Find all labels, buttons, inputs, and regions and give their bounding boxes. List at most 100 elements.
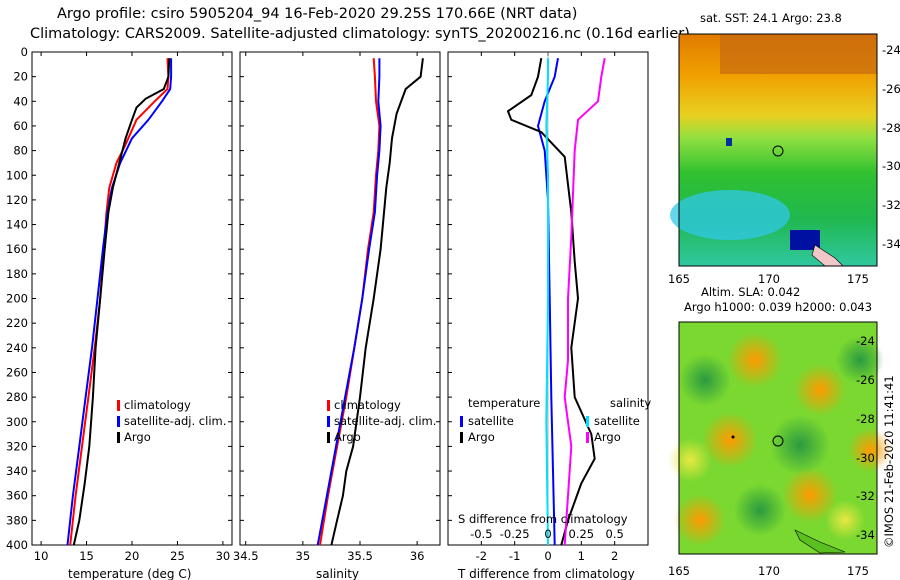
depth-tick-label: 400	[6, 538, 28, 552]
x-tick-label: 34.5	[233, 549, 259, 563]
sst-lon-170: 170	[758, 272, 780, 286]
sst-cool-patch	[670, 190, 790, 240]
x-tick-label: 0	[544, 549, 551, 563]
sst-small-spot	[726, 138, 732, 146]
x-tick-label: -1	[509, 549, 520, 563]
sla-small-dot	[731, 435, 735, 439]
sst-cold-spot	[790, 230, 820, 250]
sst-lat--32: -32	[882, 198, 900, 212]
series-line-climatology	[69, 58, 170, 546]
depth-tick-label: 140	[6, 218, 28, 232]
sst-lat--34: -34	[882, 237, 900, 251]
sla-lon-170: 170	[758, 564, 780, 578]
depth-tick-label: 40	[13, 94, 28, 108]
sst-lon-175: 175	[847, 272, 869, 286]
depth-tick-label: 380	[6, 513, 28, 527]
sla-lon-165: 165	[668, 564, 690, 578]
legend-label-argo: Argo	[124, 430, 151, 444]
series-line-argo	[72, 58, 171, 546]
s-difference-axis-label: S difference from climatology	[458, 512, 628, 526]
legend-label-satellite: satellite-adj. clim.	[334, 414, 436, 428]
legend-swatch-t-satellite	[460, 416, 463, 427]
sla-low-patch	[679, 354, 731, 406]
depth-tick-label: 180	[6, 267, 28, 281]
x-tick-label: 20	[125, 549, 140, 563]
sla-low-patch	[770, 415, 830, 475]
s-difference-tick-label: -0.5	[470, 527, 492, 541]
salinity-axis-label: salinity	[316, 567, 359, 580]
argo-location-marker	[772, 145, 784, 157]
legend-swatch-climatology	[327, 400, 330, 411]
sst-lat--28: -28	[882, 121, 900, 135]
s-difference-tick-label: 0.25	[569, 527, 595, 541]
depth-tick-label: 0	[21, 45, 28, 59]
legend-swatch-climatology	[117, 400, 120, 411]
figure-title-line2: Climatology: CARS2009. Satellite-adjuste…	[30, 26, 690, 42]
legend-label-argo: Argo	[334, 430, 361, 444]
x-tick-label: -2	[476, 549, 487, 563]
legend-swatch-s-argo	[586, 432, 589, 443]
salinity-panel-frame	[239, 51, 441, 546]
legend-label-satellite: satellite-adj. clim.	[124, 414, 226, 428]
depth-tick-label: 200	[6, 292, 28, 306]
depth-tick-label: 360	[6, 489, 28, 503]
sla-map-title: Altim. SLA: 0.042	[701, 285, 800, 299]
legend-label-s-argo: Argo	[594, 430, 621, 444]
legend-swatch-t-argo	[460, 432, 463, 443]
sla-lat--28: -28	[856, 412, 875, 426]
depth-tick-label: 160	[6, 242, 28, 256]
depth-tick-label: 240	[6, 341, 28, 355]
x-tick-label: 15	[79, 549, 94, 563]
x-tick-label: 30	[216, 549, 231, 563]
legend-title-temperature: temperature	[468, 396, 540, 410]
depth-tick-label: 300	[6, 415, 28, 429]
sla-high-patch	[848, 428, 892, 472]
depth-tick-label: 320	[6, 439, 28, 453]
sla-high-patch	[794, 364, 846, 416]
sst-warm-patch	[720, 34, 877, 74]
legend-label-t-satellite: satellite	[468, 414, 514, 428]
legend-title-salinity: salinity	[610, 396, 651, 410]
sla-lat--34: -34	[856, 528, 875, 542]
s-difference-tick-labels: -0.5 -0.25 0 0.25 0.5	[470, 527, 624, 541]
temperature-axis-label: temperature (deg C)	[68, 567, 191, 580]
depth-tick-label: 220	[6, 316, 28, 330]
legend-label-climatology: climatology	[334, 398, 401, 412]
sla-lat--32: -32	[856, 489, 875, 503]
x-tick-label: 36	[410, 549, 425, 563]
sla-mid-patch	[825, 500, 865, 540]
sla-lat--30: -30	[856, 451, 875, 465]
depth-tick-label: 80	[13, 144, 28, 158]
series-line-t-satellite	[536, 58, 559, 546]
sla-high-patch	[727, 332, 783, 388]
argo-height-readout: Argo h1000: 0.039 h2000: 0.043	[684, 300, 872, 314]
s-difference-tick-label: 0.5	[606, 527, 624, 541]
sla-low-patch	[734, 484, 786, 536]
sla-lat--24: -24	[856, 334, 875, 348]
sst-lat--24: -24	[882, 43, 900, 57]
x-tick-label: 1	[578, 549, 585, 563]
sst-lat--26: -26	[882, 82, 900, 96]
depth-tick-label: 20	[13, 70, 28, 84]
s-difference-tick-label: 0	[544, 527, 551, 541]
depth-tick-label: 340	[6, 464, 28, 478]
series-line-satellite-adj-clim-	[66, 58, 173, 546]
x-tick-label: 10	[34, 549, 49, 563]
legend-swatch-s-satellite	[586, 416, 589, 427]
x-tick-label: 25	[170, 549, 185, 563]
series-line-satellite-adj-clim-	[316, 58, 382, 546]
argo-location-marker	[772, 435, 784, 447]
sla-map: Altim. SLA: 0.042 Argo h1000: 0.039 h200…	[668, 285, 892, 578]
salinity-legend: climatology satellite-adj. clim. Argo	[327, 398, 436, 444]
imos-credit: ©IMOS 21-Feb-2020 11:41:41	[882, 375, 896, 548]
sla-low-patch	[836, 336, 884, 384]
sla-high-patch	[702, 412, 758, 468]
sla-map-frame	[678, 321, 878, 555]
x-tick-label: 35.5	[347, 549, 373, 563]
sla-mid-patch	[668, 438, 712, 482]
depth-tick-label: 280	[6, 390, 28, 404]
temperature-panel-frame	[31, 51, 233, 546]
difference-panel: -2 -1 0 1 2	[448, 51, 618, 563]
